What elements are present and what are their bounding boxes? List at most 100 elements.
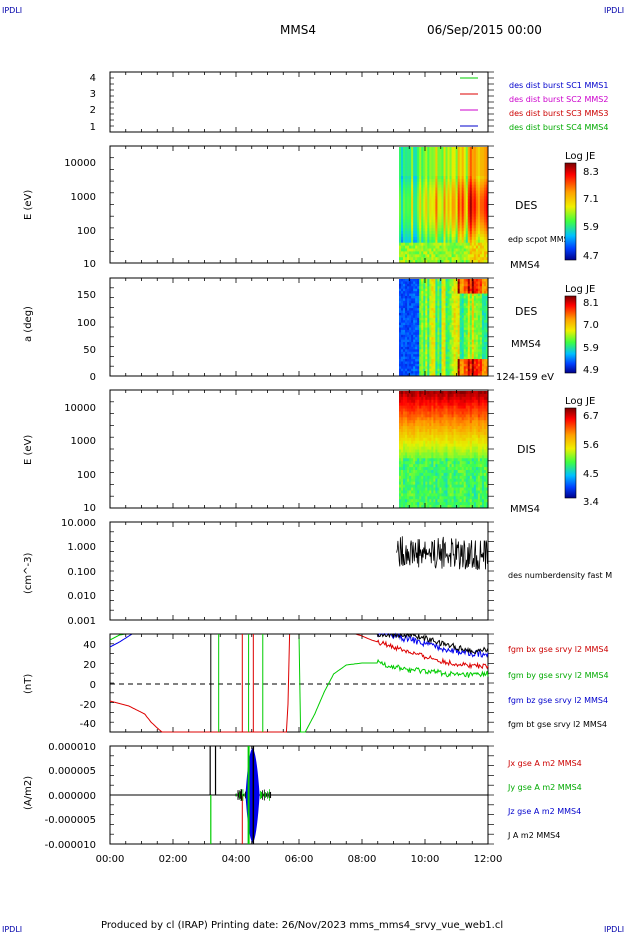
dis-energy-cell (429, 487, 432, 491)
des-pitch-cell (445, 295, 448, 299)
des-pitch-cell (451, 325, 455, 328)
des-energy-cell (425, 248, 428, 252)
des-energy-cell (459, 187, 463, 191)
des-pitch-cell (455, 334, 459, 338)
des-pitch-cell (427, 305, 430, 309)
dis-energy-cell (415, 399, 418, 404)
des-pitch-cell (401, 349, 404, 353)
des-energy-cell (403, 216, 406, 220)
des-energy-cell (459, 173, 463, 177)
dis-energy-cell (437, 417, 440, 421)
des-pitch-cell (461, 359, 465, 362)
des-energy-cell (483, 205, 487, 209)
des-energy-cell (403, 245, 406, 249)
des-energy-cell (429, 167, 432, 171)
des-energy-cell (461, 155, 465, 159)
dis-energy-cell (453, 464, 457, 468)
des-energy-cell (431, 181, 434, 186)
des-pitch-cell (459, 320, 463, 324)
des-energy-cell (415, 245, 418, 249)
des-energy-cell (441, 242, 444, 246)
dis-energy-cell (403, 399, 406, 404)
des-energy-cell (473, 196, 477, 200)
des-pitch-cell (425, 281, 428, 285)
dis-energy-cell (431, 467, 434, 471)
des-energy-cell (427, 225, 430, 229)
des-pitch-cell (481, 349, 485, 353)
des-energy-cell (479, 248, 483, 252)
des-pitch-cell (451, 305, 455, 309)
dis-energy-cell (427, 423, 430, 427)
des-pitch-cell (481, 346, 485, 350)
dis-energy-cell (427, 446, 430, 450)
des-energy-cell (469, 149, 473, 154)
des-pitch-cell (447, 300, 450, 304)
des-energy-cell (479, 219, 483, 223)
des-pitch-cell (413, 288, 416, 292)
des-energy-cell (457, 178, 461, 183)
des-pitch-cell (399, 368, 402, 372)
dis-energy-cell (411, 391, 414, 395)
des-energy-cell (419, 210, 422, 215)
des-energy-cell (421, 245, 424, 249)
des-pitch-cell (431, 312, 434, 316)
des-pitch-cell (401, 339, 404, 343)
dis-energy-cell (415, 437, 418, 442)
des-pitch-cell (413, 308, 416, 311)
des-energy-cell (435, 173, 438, 177)
des-energy-cell (445, 216, 448, 220)
des-pitch-cell (407, 366, 410, 370)
des-pitch-cell (407, 317, 410, 321)
des-energy-cell (441, 251, 444, 255)
des-energy-cell (403, 158, 406, 162)
dis-energy-cell (425, 487, 428, 491)
des-energy-cell (481, 149, 485, 154)
des-pitch-cell (405, 298, 408, 302)
des-energy-cell (403, 193, 406, 197)
des-pitch-cell (407, 286, 410, 290)
des-pitch-cell (475, 334, 479, 338)
des-pitch-cell (481, 351, 485, 355)
des-pitch-cell (425, 327, 428, 331)
dis-energy-cell (461, 449, 465, 453)
dis-energy-cell (449, 499, 452, 503)
des-energy-cell (427, 236, 430, 241)
des-energy-cell (407, 170, 410, 174)
dis-energy-cell (451, 411, 455, 415)
dis-energy-cell (457, 393, 461, 398)
des-pitch-cell (451, 295, 455, 299)
des-energy-cell (467, 245, 471, 249)
des-energy-cell (481, 205, 485, 209)
des-pitch-cell (435, 317, 438, 321)
dis-energy-cell (429, 402, 432, 407)
des-pitch-cell (417, 298, 420, 302)
des-pitch-cell (407, 293, 410, 297)
des-energy-cell (443, 236, 446, 241)
dis-energy-cell (429, 475, 432, 480)
des-pitch-cell (435, 366, 438, 370)
des-pitch-cell (463, 337, 467, 341)
des-energy-cell (455, 181, 459, 186)
des-pitch-cell (425, 359, 428, 362)
des-pitch-cell (411, 288, 414, 292)
des-pitch-cell (477, 361, 481, 365)
des-energy-cell (443, 228, 446, 232)
dis-energy-cell (449, 405, 452, 409)
des-energy-cell (419, 161, 422, 165)
des-energy-cell (469, 178, 473, 183)
des-pitch-cell (421, 291, 424, 294)
des-pitch-cell (427, 371, 430, 374)
des-pitch-cell (453, 361, 457, 365)
des-energy-cell (425, 257, 428, 261)
des-pitch-cell (473, 295, 477, 299)
des-pitch-cell (439, 295, 442, 299)
des-energy-cell (431, 257, 434, 261)
dis-energy-cell (443, 475, 446, 480)
dis-energy-cell (443, 484, 446, 488)
des-pitch-cell (479, 325, 483, 328)
dis-energy-cell (421, 414, 424, 418)
des-energy-cell (453, 216, 457, 220)
des-pitch-cell (437, 368, 440, 372)
des-pitch-cell (471, 368, 475, 372)
des-energy-cell (477, 155, 481, 159)
